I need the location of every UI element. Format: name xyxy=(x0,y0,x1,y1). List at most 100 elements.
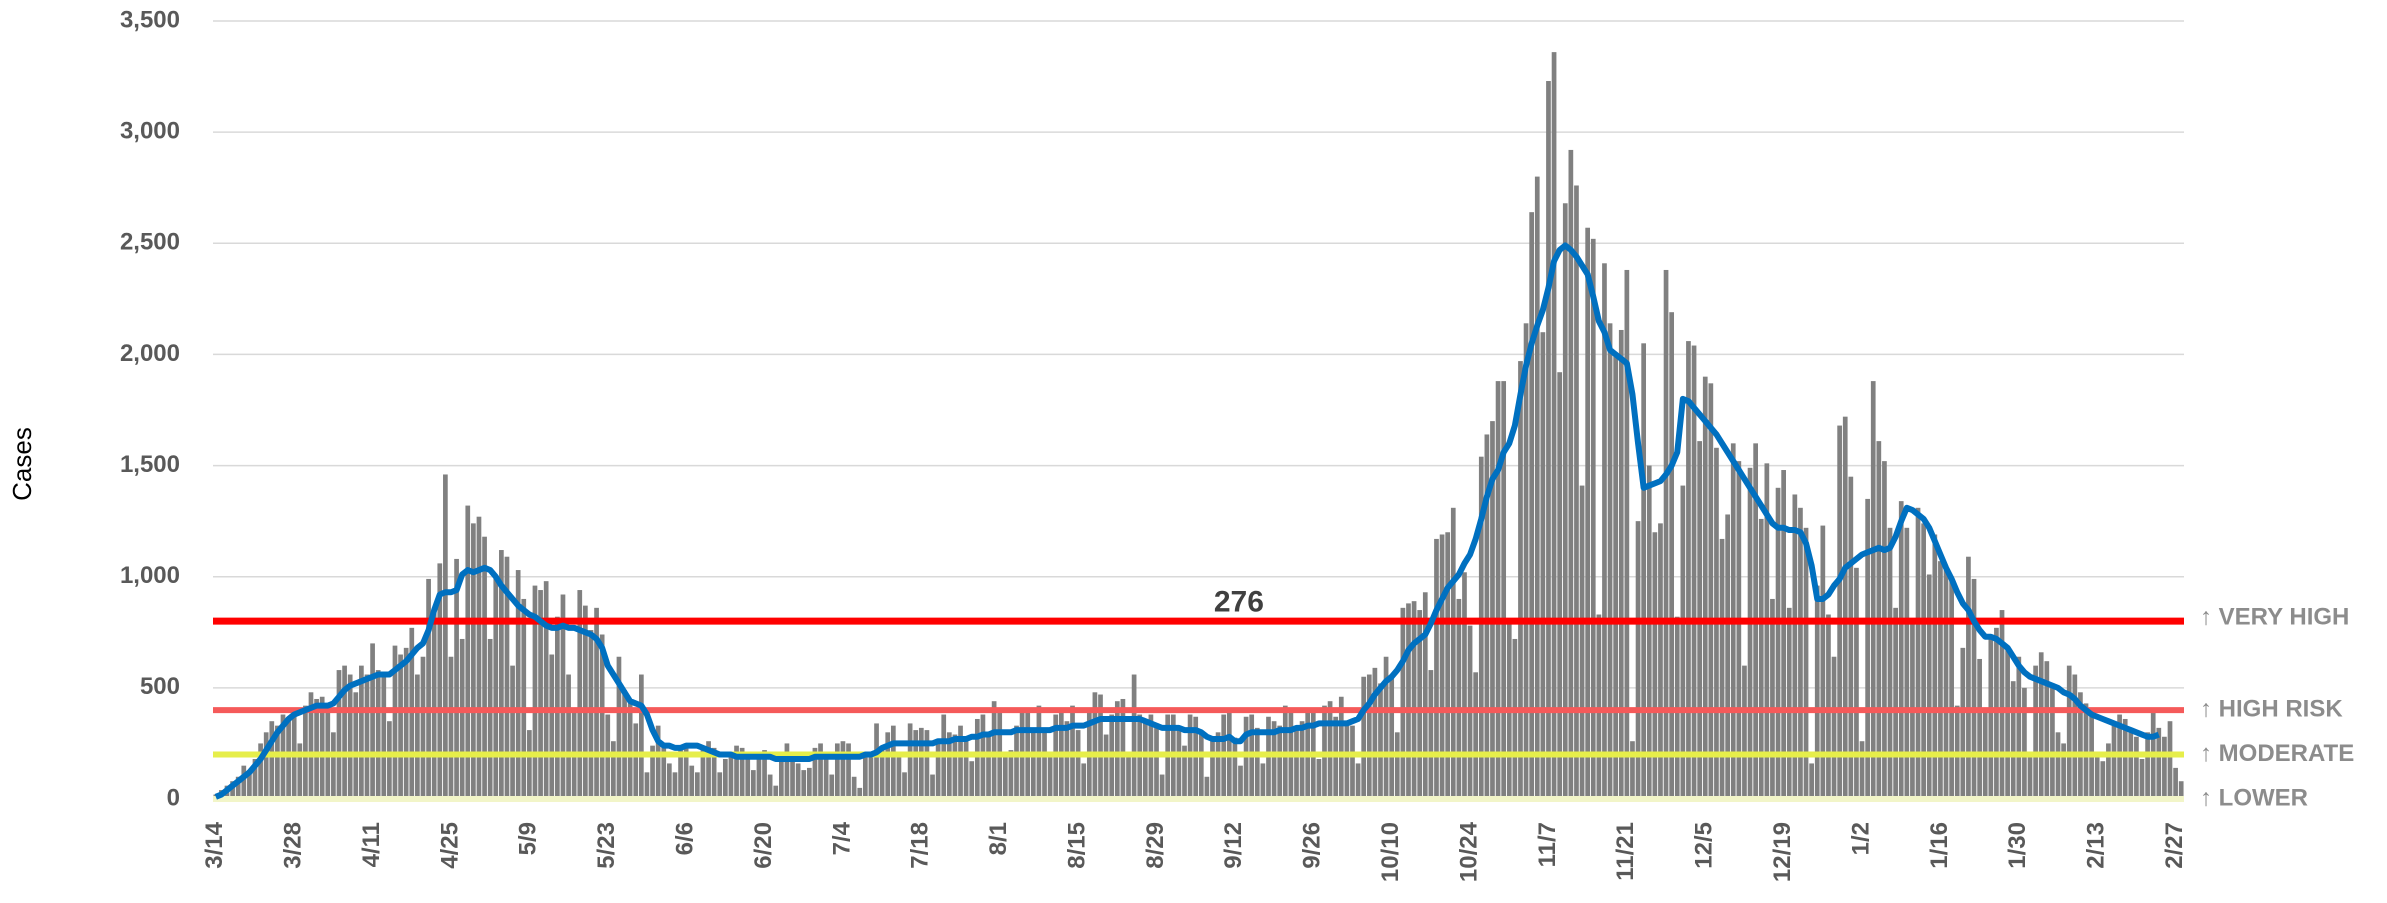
bar xyxy=(2128,727,2134,799)
bar xyxy=(1114,701,1120,799)
bar xyxy=(1484,434,1490,799)
bar xyxy=(1456,598,1462,799)
bar xyxy=(756,754,762,799)
bar xyxy=(1495,381,1501,799)
bar xyxy=(1277,725,1283,799)
threshold-label: ↑ HIGH RISK xyxy=(2200,695,2343,722)
bar xyxy=(1551,52,1557,800)
bar xyxy=(2173,767,2178,799)
bar xyxy=(2162,736,2167,799)
y-tick-label: 500 xyxy=(140,673,180,700)
bar xyxy=(1859,741,1865,799)
bar xyxy=(1361,676,1367,799)
bar xyxy=(1562,203,1568,799)
bar xyxy=(840,741,846,799)
bar xyxy=(639,674,644,799)
bar xyxy=(1344,723,1350,799)
bar xyxy=(2038,652,2044,799)
bar xyxy=(459,638,465,799)
bar xyxy=(2122,718,2128,799)
bar xyxy=(319,696,325,799)
y-tick-label: 2,500 xyxy=(120,229,180,256)
bar xyxy=(370,643,375,799)
bar xyxy=(1215,732,1221,799)
bar xyxy=(711,747,717,799)
x-tick-label: 6/6 xyxy=(671,822,698,855)
bar xyxy=(594,607,599,799)
bar xyxy=(1999,610,2005,799)
bar xyxy=(1736,461,1742,799)
bar xyxy=(1047,754,1053,799)
bar xyxy=(1803,527,1809,799)
bar xyxy=(1719,538,1725,799)
bar xyxy=(644,772,650,799)
bar xyxy=(1501,381,1507,799)
bar xyxy=(1831,656,1837,799)
bar xyxy=(1002,752,1008,799)
bar xyxy=(918,727,924,799)
bar xyxy=(868,754,874,799)
bar xyxy=(1406,603,1411,799)
bar xyxy=(415,674,420,799)
bar xyxy=(2078,692,2083,799)
moving-average-line xyxy=(214,242,2160,800)
bar xyxy=(1512,638,1518,799)
x-tick-label: 8/29 xyxy=(1142,822,1169,869)
threshold-label: ↑ MODERATE xyxy=(2200,740,2354,767)
bar xyxy=(700,750,706,799)
x-tick-label: 7/18 xyxy=(907,822,934,869)
bar xyxy=(661,745,667,799)
bar xyxy=(1294,727,1299,799)
bar xyxy=(874,723,879,799)
bar xyxy=(1355,763,1361,799)
bar xyxy=(1316,758,1322,799)
bar xyxy=(1820,525,1826,799)
bar xyxy=(1585,227,1591,799)
bar xyxy=(1865,498,1870,799)
bar xyxy=(1417,610,1423,799)
bar xyxy=(1988,638,1994,799)
bar xyxy=(1618,329,1624,799)
bar xyxy=(230,781,235,799)
bar xyxy=(907,723,913,799)
bar xyxy=(2111,721,2117,799)
bar xyxy=(588,630,594,799)
bar xyxy=(857,787,863,799)
bar xyxy=(767,774,773,799)
bar xyxy=(1792,494,1798,799)
bar xyxy=(801,770,807,799)
bar xyxy=(420,656,426,799)
bar xyxy=(1926,574,1932,799)
bar xyxy=(1574,185,1579,799)
bar xyxy=(331,732,336,799)
bar xyxy=(258,743,263,799)
bar xyxy=(1596,614,1602,799)
bar xyxy=(431,607,437,799)
bar xyxy=(851,776,857,799)
bar xyxy=(1702,376,1708,799)
y-tick-label: 2,000 xyxy=(120,340,180,367)
bar xyxy=(1994,627,1999,799)
bar xyxy=(2139,758,2145,799)
bar xyxy=(1960,647,1966,799)
bar xyxy=(263,732,269,799)
bar xyxy=(616,656,622,799)
bar xyxy=(2094,754,2100,799)
bar xyxy=(1686,341,1691,799)
bar xyxy=(1742,665,1747,799)
bar xyxy=(1159,774,1165,799)
bar xyxy=(1747,467,1753,799)
bar xyxy=(678,747,683,799)
bar xyxy=(583,605,588,799)
bar xyxy=(1943,567,1949,799)
bar xyxy=(611,741,616,799)
bar xyxy=(1579,485,1585,799)
bar xyxy=(952,734,958,799)
bar xyxy=(1075,730,1081,799)
bar xyxy=(308,692,314,799)
bar xyxy=(443,474,448,799)
bar xyxy=(1098,694,1103,799)
bar xyxy=(739,747,745,799)
bar xyxy=(275,725,280,799)
bar xyxy=(364,674,370,799)
